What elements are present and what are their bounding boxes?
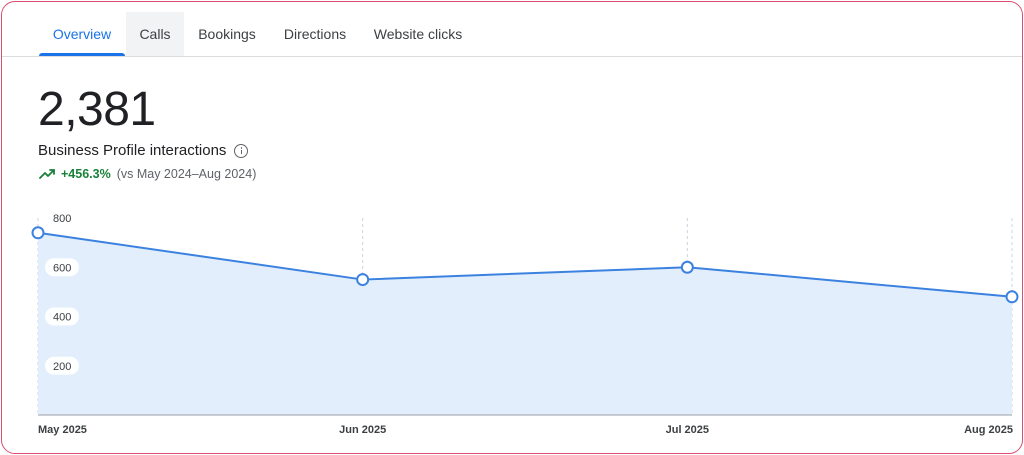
- y-tick-800: 800: [53, 213, 71, 225]
- tab-overview[interactable]: Overview: [39, 12, 125, 56]
- metric-label-row: Business Profile interactions: [38, 141, 249, 161]
- area-fill: [38, 232, 1012, 415]
- metric-label: Business Profile interactions: [38, 142, 227, 159]
- change-value: +456.3%: [61, 167, 111, 181]
- y-tick-400: 400: [53, 312, 71, 324]
- y-tick-bg-600: [45, 258, 79, 277]
- data-point-3[interactable]: [1005, 290, 1019, 304]
- y-tick-600: 600: [53, 262, 71, 274]
- change-compare: (vs May 2024–Aug 2024): [116, 167, 257, 181]
- x-tick-3: Aug 2025: [964, 424, 1013, 436]
- tab-website-clicks[interactable]: Website clicks: [373, 26, 463, 42]
- tab-calls[interactable]: Calls: [126, 12, 184, 56]
- y-tick-bg-200: [45, 356, 79, 375]
- interactions-chart: 200 400 600 800 May 2025 Jun 2025 Jul 2025 Aug …: [31, 213, 1019, 436]
- tab-directions[interactable]: Directions: [283, 26, 347, 42]
- tab-bar: Overview Calls Bookings Directions Websi…: [2, 2, 1022, 57]
- interactions-total: 2,381: [38, 83, 156, 136]
- trending-up-icon: [39, 169, 55, 179]
- x-tick-2: Jul 2025: [666, 424, 709, 436]
- data-point-2[interactable]: [680, 260, 694, 274]
- change-row: +456.3% (vs May 2024–Aug 2024): [39, 165, 256, 183]
- series-line: [37, 231, 1013, 298]
- y-tick-bg-400: [45, 307, 79, 326]
- tab-bookings[interactable]: Bookings: [198, 26, 256, 42]
- data-point-0[interactable]: [31, 226, 45, 240]
- x-tick-0: May 2025: [38, 424, 87, 436]
- data-point-1[interactable]: [356, 273, 370, 287]
- x-tick-1: Jun 2025: [339, 424, 386, 436]
- y-tick-200: 200: [53, 361, 71, 373]
- info-icon[interactable]: [234, 144, 249, 158]
